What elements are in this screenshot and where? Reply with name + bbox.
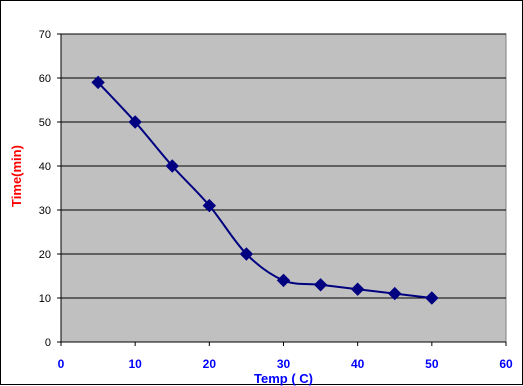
x-tick-label: 30 — [277, 357, 291, 371]
data-point-marker — [239, 247, 254, 261]
data-point-marker — [388, 286, 402, 301]
y-tick-label: 50 — [39, 117, 51, 129]
y-tick-label: 60 — [39, 73, 51, 85]
x-tick-labels: 0 10 20 30 40 50 60 — [58, 357, 513, 371]
y-tick-label: 40 — [39, 161, 51, 173]
axes — [60, 34, 507, 346]
plot-area — [60, 33, 507, 343]
y-tick-labels: 0 10 20 30 40 50 60 70 — [39, 29, 51, 349]
data-point-marker — [128, 115, 142, 129]
data-point-marker — [202, 198, 217, 213]
data-point-marker — [91, 75, 105, 90]
data-point-marker — [313, 278, 328, 292]
y-tick-label: 10 — [39, 293, 51, 305]
data-point-marker — [350, 282, 365, 296]
x-tick-label: 50 — [425, 357, 439, 371]
data-point-marker — [165, 159, 179, 173]
data-point-marker — [276, 273, 291, 288]
x-tick-label: 60 — [499, 357, 513, 371]
x-tick-label: 10 — [128, 357, 142, 371]
y-tick-label: 20 — [39, 249, 51, 261]
gridlines — [57, 33, 506, 343]
x-tick-label: 40 — [351, 357, 365, 371]
x-tick-label: 20 — [203, 357, 217, 371]
y-tick-label: 70 — [39, 29, 51, 41]
data-point-marker — [425, 291, 439, 305]
y-tick-label: 0 — [45, 337, 51, 349]
y-axis-title: Time(min) — [9, 145, 24, 207]
series-line — [97, 81, 432, 299]
data-points — [91, 75, 439, 305]
x-tick-label: 0 — [58, 357, 65, 371]
y-tick-label: 30 — [39, 205, 51, 217]
x-axis-title: Temp ( C) — [254, 371, 313, 386]
